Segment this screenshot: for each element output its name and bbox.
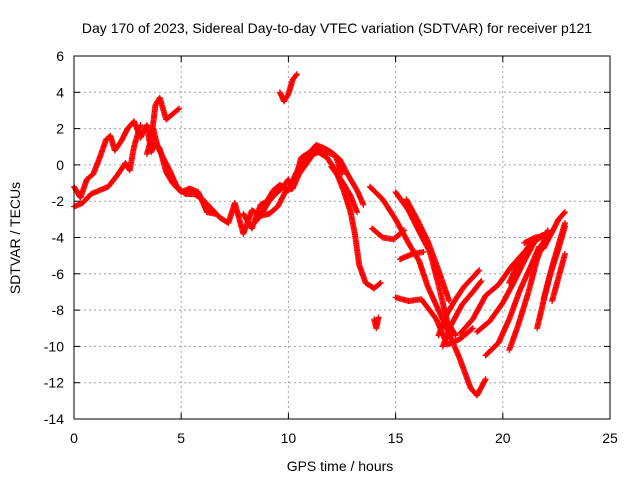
data-point xyxy=(293,71,300,78)
series-t27 xyxy=(521,232,549,246)
data-point xyxy=(375,314,382,321)
data-point xyxy=(377,279,384,286)
series-t7 xyxy=(276,71,300,105)
series-t22 xyxy=(506,227,551,354)
y-tick-label: 4 xyxy=(56,84,64,100)
y-tick-label: 0 xyxy=(56,157,64,173)
data-point xyxy=(420,249,427,256)
data-point xyxy=(176,105,183,112)
data-point xyxy=(469,325,476,332)
series-t17 xyxy=(435,267,483,339)
series-t1 xyxy=(71,118,219,217)
data-point xyxy=(339,170,345,177)
series-t9 xyxy=(328,163,361,216)
y-tick-label: -14 xyxy=(44,411,64,427)
series-t28 xyxy=(549,250,568,305)
data-point xyxy=(477,279,484,286)
x-tick-label: 10 xyxy=(281,430,297,446)
data-point xyxy=(452,332,459,339)
x-axis-label: GPS time / hours xyxy=(287,458,394,474)
series-t2 xyxy=(71,121,144,210)
series-t3 xyxy=(143,94,183,158)
series-t25 xyxy=(540,219,568,303)
data-point xyxy=(482,376,489,383)
y-tick-label: -8 xyxy=(52,302,65,318)
x-tick-label: 20 xyxy=(495,430,511,446)
x-tick-label: 0 xyxy=(70,430,78,446)
series-t10 xyxy=(371,314,382,332)
data-point xyxy=(468,326,475,333)
x-tick-label: 15 xyxy=(388,430,404,446)
data-point xyxy=(293,72,300,79)
data-point xyxy=(475,268,482,275)
data-point xyxy=(542,232,549,239)
data-point xyxy=(561,209,568,216)
data-point xyxy=(482,377,489,384)
data-point xyxy=(561,210,568,217)
data-point xyxy=(376,280,383,287)
data-point xyxy=(561,219,568,226)
data-point xyxy=(137,121,144,128)
series-t12 xyxy=(366,183,489,399)
y-tick-label: -10 xyxy=(44,338,64,354)
data-point xyxy=(174,106,181,113)
y-tick-label: -12 xyxy=(44,375,64,391)
series-t16 xyxy=(396,249,427,263)
series-t14 xyxy=(403,196,453,305)
data-point xyxy=(446,298,453,305)
data-point xyxy=(451,331,458,338)
y-tick-label: -4 xyxy=(52,230,65,246)
data-point xyxy=(360,201,367,208)
y-tick-label: 2 xyxy=(56,121,64,137)
data-marks xyxy=(71,71,568,399)
series-t26 xyxy=(540,209,568,252)
data-point xyxy=(561,250,568,257)
x-tick-label: 5 xyxy=(177,430,185,446)
data-point xyxy=(476,267,483,274)
data-point xyxy=(354,209,361,216)
x-tick-label: 25 xyxy=(602,430,618,446)
y-tick-label: -2 xyxy=(52,193,65,209)
series-t20 xyxy=(482,243,543,359)
y-axis-label: SDTVAR / TECUs xyxy=(7,182,23,294)
series-t6 xyxy=(253,141,367,225)
series-t18 xyxy=(439,278,485,350)
data-point xyxy=(478,278,485,285)
chart-title: Day 170 of 2023, Sidereal Day-to-day VTE… xyxy=(82,20,592,36)
y-tick-label: -6 xyxy=(52,266,65,282)
y-tick-label: 6 xyxy=(56,48,64,64)
